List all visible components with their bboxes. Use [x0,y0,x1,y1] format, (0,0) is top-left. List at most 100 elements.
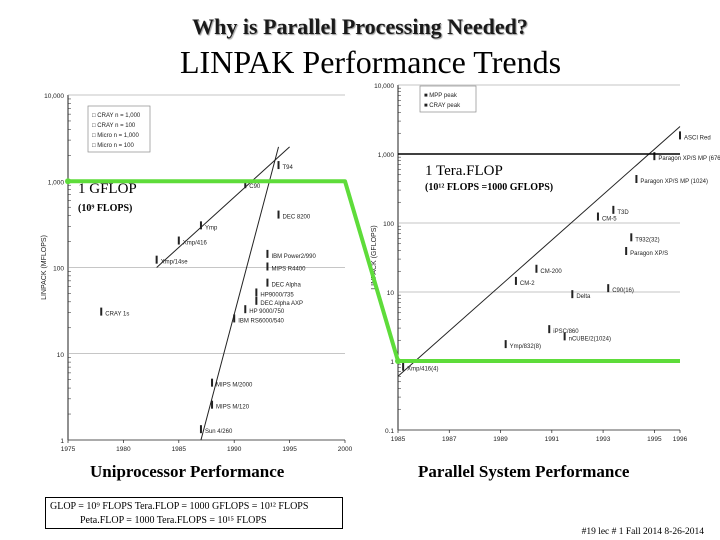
flops-definitions: GLOP = 10⁹ FLOPS Tera.FLOP = 1000 GFLOPS… [45,497,343,529]
parallel-ytick-label: 1 [390,359,394,366]
uniprocessor-point-mips-r4400 [266,262,269,271]
parallel-point-label: Paragon XP/S [630,251,668,257]
slide-heading: Why is Parallel Processing Needed? [192,14,528,39]
uniprocessor-caption: Uniprocessor Performance [90,462,285,481]
parallel-point-label: nCUBE/2(1024) [569,336,611,342]
parallel-point-paragon-xp-s-mp-6768 [653,152,656,161]
parallel-legend-item: ■ MPP peak [424,93,458,99]
uniprocessor-point-ibm-power2-990 [266,249,269,258]
gflop-highlight-path [65,153,680,364]
uniprocessor-point-mips-m-2000 [211,378,214,387]
parallel-point-paragon-xp-s [625,246,628,255]
uniprocessor-legend: □ CRAY n = 1,000 □ CRAY n = 100 □ Micro n … [87,105,151,153]
uniprocessor-point-xmp-416 [177,236,180,245]
parallel-point-cm-5 [596,212,599,221]
parallel-ytick-label: 10,000 [374,83,394,90]
uniprocessor-point-label: HP9000/735 [260,292,294,298]
uniprocessor-point-cray-1s [100,307,103,316]
parallel-point-label: Ymp/832(8) [510,344,541,350]
uniprocessor-point-sun-4-260 [199,425,202,434]
uniprocessor-point-label: MIPS M/2000 [216,383,253,389]
uniprocessor-point-c90 [244,180,247,189]
parallel-ytick-label: 100 [383,221,394,228]
parallel-point-cm-200 [535,264,538,273]
uniprocessor-point-label: CRAY 1s [105,312,129,318]
uniprocessor-xtick-label: 1975 [61,446,76,453]
parallel-xtick-label: 1996 [673,436,688,443]
uniprocessor-point-label: HP 9000/750 [249,309,285,315]
uniprocessor-point-label: MIPS R4400 [271,267,306,273]
gflop-start-marker [65,178,71,185]
uniprocessor-point-label: DEC 8200 [283,215,311,221]
uniprocessor-point-label: Ymp [205,225,218,231]
uniprocessor-point-label: T94 [283,165,294,171]
teraflop-label: 1 Tera.FLOP [425,163,503,179]
uniprocessor-point-hp-9000-750 [244,305,247,314]
parallel-point-xmp-416-4 [402,362,405,371]
parallel-xtick-label: 1985 [391,436,406,443]
parallel-point-c90-16 [607,284,610,293]
uniprocessor-xtick-label: 1980 [116,446,131,453]
uniprocessor-point-label: Xmp/14se [161,260,189,266]
uniprocessor-point-label: MIPS M/120 [216,405,250,411]
definition-line-1: GLOP = 10⁹ FLOPS Tera.FLOP = 1000 GFLOPS… [50,501,309,512]
gflop-path-line [68,179,680,363]
parallel-legend-box [419,85,477,113]
uniprocessor-xtick-label: 1985 [172,446,187,453]
uniprocessor-point-label: DEC Alpha [271,283,301,289]
parallel-legend: ■ MPP peak ■ CRAY peak [419,85,477,113]
uniprocessor-point-dec-alpha [266,278,269,287]
uniprocessor-point-ymp [199,221,202,230]
parallel-xtick-label: 1989 [493,436,508,443]
parallel-point-ipsc-860 [548,325,551,334]
uniprocessor-legend-item: □ Micro n = 1,000 [92,133,139,139]
uniprocessor-legend-item: □ CRAY n = 1,000 [92,113,141,119]
uniprocessor-chart: 1 10 100 1,000 10,000 1975 1980 1985 1990 1995 200… [41,93,353,453]
parallel-gflop-marker [395,358,401,364]
parallel-legend-item: ■ CRAY peak [424,103,461,109]
uniprocessor-point-xmp-14se [155,255,158,264]
parallel-caption: Parallel System Performance [418,462,630,481]
uniprocessor-point-label: Sun 4/260 [205,429,233,435]
teraflop-sublabel: (10¹² FLOPS =1000 GFLOPS) [425,182,554,193]
uniprocessor-trend-line [200,146,280,441]
parallel-point-ymp-832-8 [504,340,507,349]
parallel-point-label: T932(32) [635,237,659,243]
uniprocessor-point-dec-8200 [277,210,280,219]
uniprocessor-ytick-label: 10 [57,352,65,359]
parallel-point-t3d [612,205,615,214]
uniprocessor-point-label: Xmp/416 [183,241,208,247]
parallel-ytick-label: 1,000 [378,152,395,159]
uniprocessor-point-label: C90 [249,184,261,190]
slide-title: LINPAK Performance Trends [180,44,562,80]
uniprocessor-point-label: DEC Alpha AXP [260,301,303,307]
uniprocessor-trend-line [156,146,290,268]
parallel-point-label: iPSC/860 [553,329,579,335]
uniprocessor-ytick-label: 10,000 [44,93,64,100]
uniprocessor-legend-box [87,105,151,153]
uniprocessor-point-dec-alpha-axp [255,296,258,305]
parallel-point-label: T3D [617,210,629,216]
parallel-point-label: Paragon XP/S MP (6768) [658,156,720,162]
gflop-sublabel: (10⁹ FLOPS) [78,203,133,214]
parallel-point-asci-red [679,131,681,140]
uniprocessor-point-label: IBM RS6000/540 [238,318,284,324]
parallel-point-label: CM-5 [602,217,617,223]
parallel-trend-line [397,126,681,377]
parallel-xtick-label: 1993 [596,436,611,443]
uniprocessor-point-t94 [277,161,280,170]
parallel-ytick-label: 10 [387,290,395,297]
parallel-chart: 0.1 1 10 100 1,000 10,000 1985 1987 1989 1991 1993… [371,83,720,443]
uniprocessor-ytick-label: 1 [60,438,64,445]
parallel-point-paragon-xp-s-mp-1024 [635,174,638,183]
uniprocessor-point-hp9000-735 [255,288,258,297]
uniprocessor-xtick-label: 1990 [227,446,242,453]
parallel-point-label: ASCI Red [684,135,711,141]
parallel-ylabel: LINPACK (GFLOPS) [371,225,378,289]
parallel-point-delta [571,290,574,299]
parallel-point-t932-32 [630,233,633,242]
uniprocessor-point-ibm-rs6000-540 [233,314,236,323]
uniprocessor-legend-item: □ CRAY n = 100 [92,123,136,129]
parallel-point-label: Delta [576,294,591,300]
